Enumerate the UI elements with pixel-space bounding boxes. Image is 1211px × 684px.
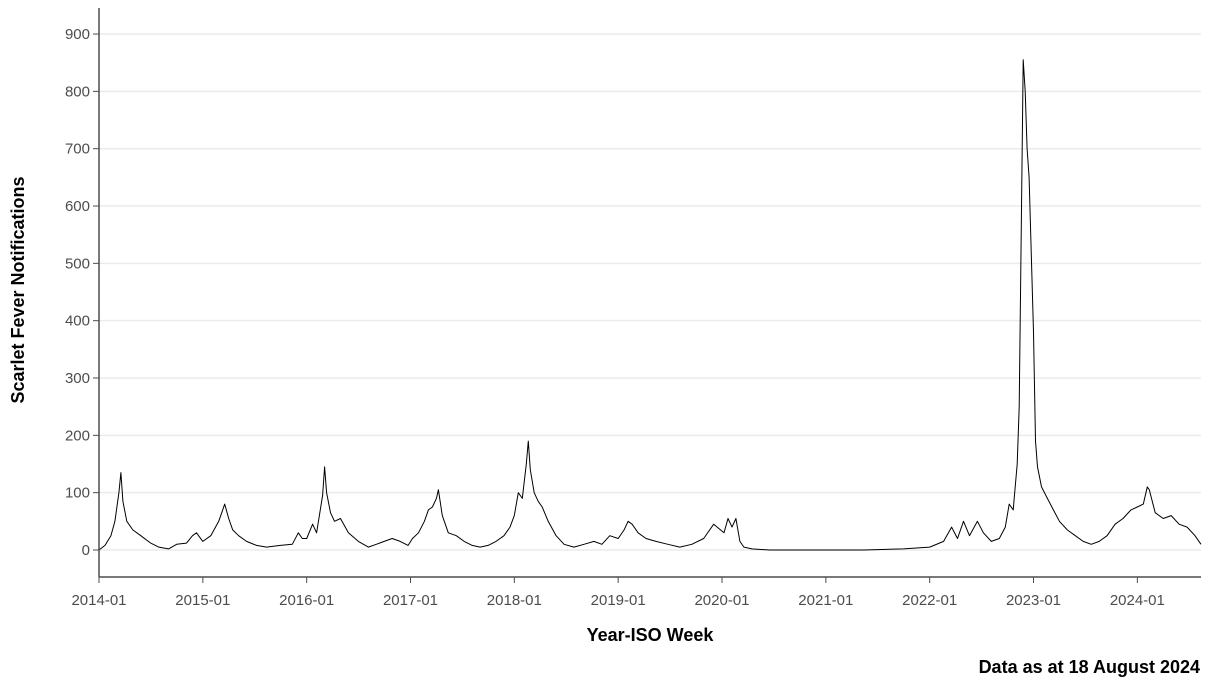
x-tick-label: 2016-01 <box>279 592 334 609</box>
x-tick-label: 2015-01 <box>175 592 230 609</box>
y-axis-title: Scarlet Fever Notifications <box>8 176 28 403</box>
x-tick-label: 2018-01 <box>487 592 542 609</box>
y-tick-label: 100 <box>65 485 90 502</box>
x-tick-label: 2014-01 <box>71 592 126 609</box>
x-tick-label: 2024-01 <box>1110 592 1165 609</box>
x-tick-label: 2022-01 <box>902 592 957 609</box>
x-axis-title: Year-ISO Week <box>587 625 715 645</box>
gridlines <box>99 33 1201 551</box>
x-ticks: 2014-01 2015-01 2016-01 2017-01 2018-01 2019-… <box>71 577 1165 609</box>
y-tick-label: 200 <box>65 427 90 444</box>
y-tick-label: 700 <box>65 141 90 158</box>
x-tick-label: 2021-01 <box>798 592 853 609</box>
y-ticks: 0 100 200 300 400 500 600 700 800 900 <box>65 26 99 559</box>
x-tick-label: 2017-01 <box>383 592 438 609</box>
x-tick-label: 2023-01 <box>1006 592 1061 609</box>
y-tick-label: 500 <box>65 255 90 272</box>
series-line <box>98 59 1202 551</box>
y-tick-label: 300 <box>65 370 90 387</box>
y-tick-label: 800 <box>65 83 90 100</box>
axes <box>98 8 1201 578</box>
x-tick-label: 2019-01 <box>591 592 646 609</box>
y-tick-label: 600 <box>65 198 90 215</box>
y-tick-label: 400 <box>65 313 90 330</box>
chart-caption: Data as at 18 August 2024 <box>979 657 1200 677</box>
y-tick-label: 900 <box>65 26 90 43</box>
y-tick-label: 0 <box>82 542 90 559</box>
x-tick-label: 2020-01 <box>694 592 749 609</box>
